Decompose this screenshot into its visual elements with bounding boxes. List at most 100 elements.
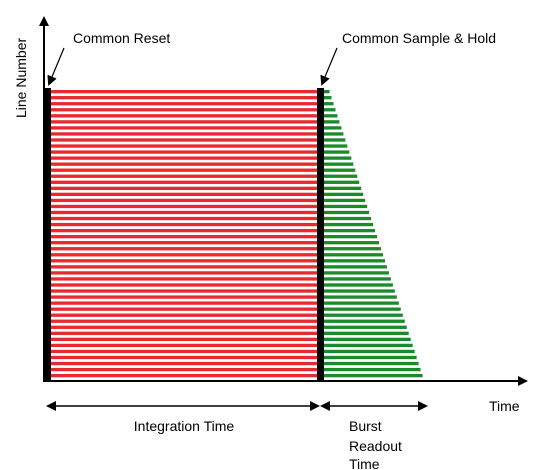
readout-stripe [324,132,344,136]
integration-stripe [51,216,317,221]
readout-stripe [324,331,409,335]
sample-hold-pointer-arrow [320,47,338,86]
integration-stripe [51,373,317,378]
integration-stripe [51,132,317,136]
integration-stripe [51,126,317,130]
readout-stripe [324,138,346,142]
readout-stripe [324,90,330,94]
common-reset-bar [44,88,51,382]
readout-stripe [324,289,395,293]
readout-stripe [324,277,391,281]
readout-stripe [324,102,334,106]
integration-stripe [51,277,317,281]
integration-stripe [51,367,317,372]
readout-stripe [324,198,366,203]
integration-stripe [51,247,317,251]
integration-stripe [51,319,317,323]
readout-stripe [324,367,421,372]
readout-stripe [324,295,397,299]
integration-stripe [51,355,317,360]
integration-stripe [51,120,317,124]
integration-stripe [51,108,317,112]
readout-stripe [324,204,368,209]
readout-stripe [324,210,370,215]
integration-stripe [51,186,317,190]
integration-stripe [51,114,317,118]
readout-stripe [324,235,378,239]
readout-stripe [324,150,350,154]
readout-stripe [324,108,336,112]
readout-stripe [324,222,374,227]
integration-stripe [51,192,317,197]
integration-stripe [51,235,317,239]
integration-stripe [51,295,317,299]
integration-stripe [51,162,317,166]
readout-stripe [324,259,385,263]
integration-stripe [51,90,317,94]
integration-stripe [51,204,317,209]
readout-stripe [324,114,338,118]
integration-stripe [51,241,317,245]
readout-stripe [324,192,364,197]
integration-stripe [51,349,317,354]
integration-stripe [51,222,317,227]
burst-readout-label-line3: Time [349,456,380,470]
readout-stripe [324,228,376,233]
integration-stripe [51,156,317,160]
burst-readout-label-line2: Readout [349,438,402,454]
x-axis-label: Time [489,398,520,414]
readout-stripe [324,216,372,221]
integration-stripe [51,138,317,142]
readout-stripe [324,253,383,257]
burst-readout-label-line1: Burst [349,418,382,434]
integration-stripe [51,210,317,215]
integration-stripe [51,174,317,178]
integration-stripe [51,150,317,154]
readout-stripe [324,144,348,148]
integration-stripe [51,228,317,233]
integration-stripe [51,168,317,172]
integration-stripe [51,253,317,257]
integration-stripe [51,198,317,203]
integration-stripe [51,283,317,287]
integration-stripe [51,325,317,329]
readout-stripe [324,168,356,172]
readout-stripe [324,337,411,342]
integration-stripe [51,343,317,348]
readout-stripe [324,120,340,124]
readout-stripe [324,247,381,251]
integration-stripe [51,271,317,275]
integration-stripe [51,102,317,106]
integration-stripe [51,361,317,366]
readout-stripe [324,126,342,130]
readout-stripe [324,355,417,360]
readout-stripe [324,180,360,184]
integration-stripe [51,259,317,263]
integration-stripe [51,301,317,305]
readout-stripe [324,361,419,366]
common-sample-hold-label: Common Sample & Hold [342,30,496,46]
readout-stripe [324,325,407,329]
common-sample-hold-bar [317,88,324,382]
readout-stripe [324,174,358,178]
readout-stripe [324,343,413,348]
y-axis-label: Line Number [13,38,29,118]
common-reset-label: Common Reset [73,30,170,46]
readout-stripe [324,265,387,269]
readout-stripe [324,186,362,190]
integration-region [51,90,317,378]
integration-time-label: Integration Time [134,418,235,434]
readout-stripe [324,373,423,378]
readout-stripe [324,241,380,245]
integration-stripe [51,180,317,184]
integration-stripe [51,265,317,269]
readout-stripe [324,301,399,305]
integration-stripe [51,144,317,148]
integration-stripe [51,331,317,335]
integration-stripe [51,337,317,342]
integration-stripe [51,289,317,293]
readout-stripe [324,162,354,166]
readout-stripe [324,283,393,287]
readout-stripe [324,156,352,160]
